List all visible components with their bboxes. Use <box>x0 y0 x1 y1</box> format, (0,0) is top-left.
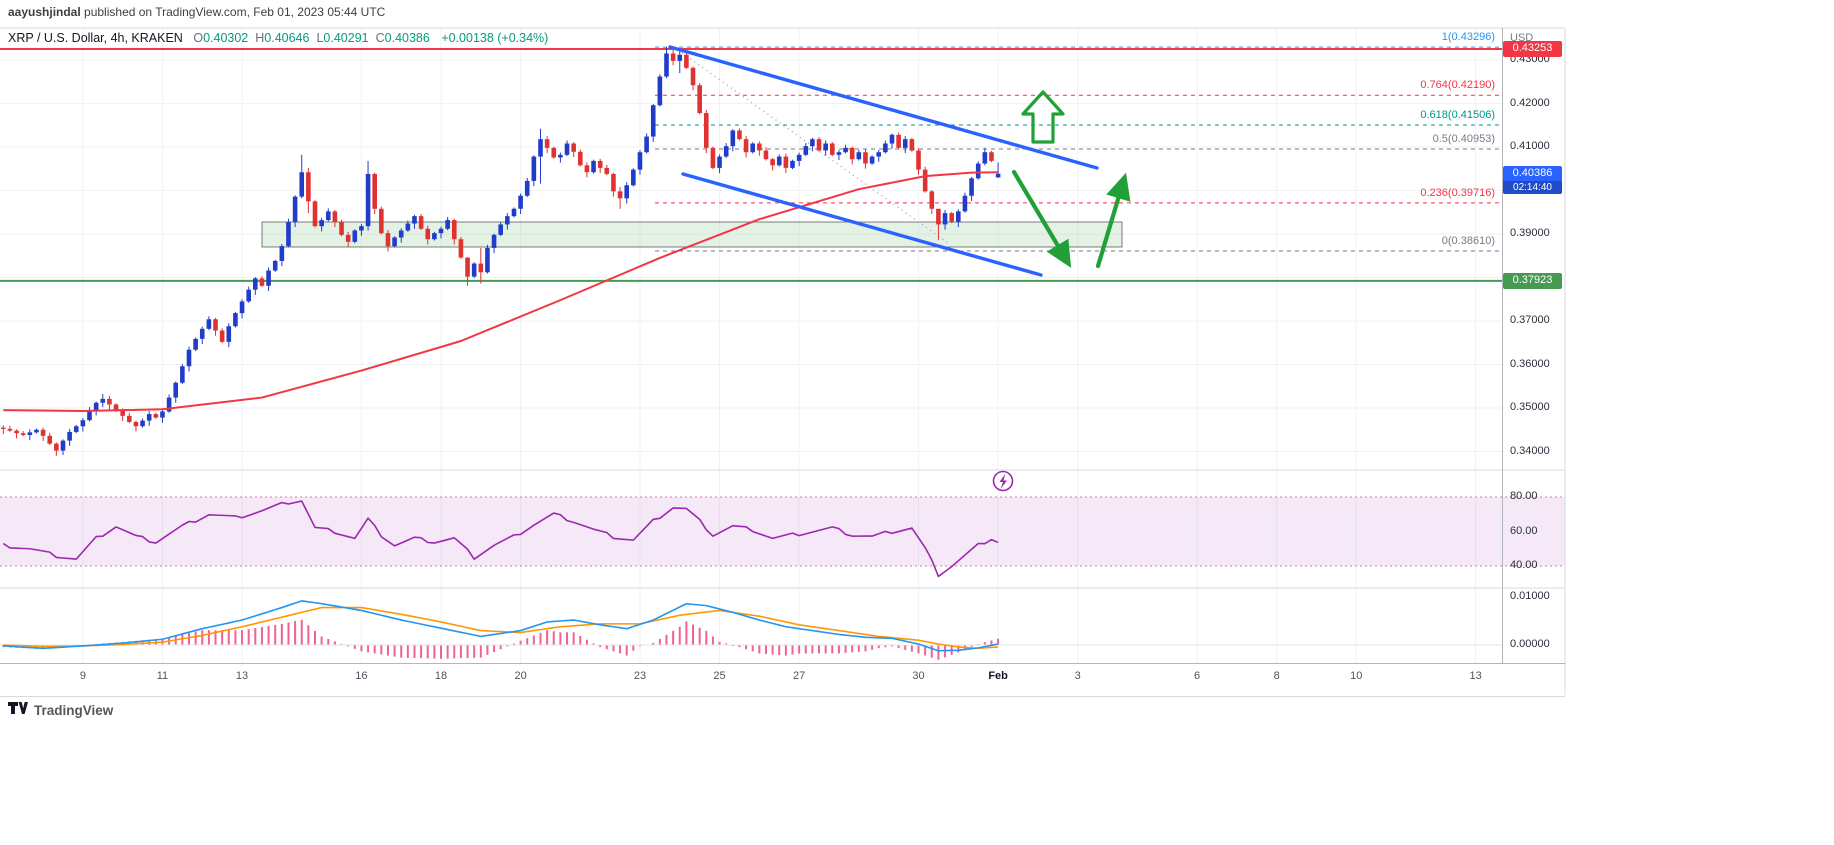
macd-line <box>3 600 999 652</box>
lightning-icon <box>999 473 1007 489</box>
author-name: aayushjindal <box>8 5 81 19</box>
macd-histogram <box>2 619 1000 660</box>
ohlc-values: O0.40302 H0.40646 L0.40291 C0.40386 <box>186 31 430 45</box>
macd-signal-line <box>3 606 999 650</box>
rsi-line <box>2 500 999 578</box>
change-text: +0.00138 (+0.34%) <box>441 31 549 45</box>
candlestick-series <box>1 46 1001 456</box>
ohlc-value: 0.40302 <box>203 31 249 45</box>
fib-level-label: 1(0.43296) <box>1441 31 1495 44</box>
fib-level-label: 0.764(0.42190) <box>1420 79 1495 92</box>
idea-marker-circle[interactable] <box>992 470 1014 492</box>
ohlc-key: O <box>193 31 204 45</box>
ohlc-key: H <box>255 31 265 45</box>
published-bar: aayushjindal published on TradingView.co… <box>8 5 385 19</box>
time-scale[interactable] <box>0 663 1565 697</box>
brand-text: TradingView <box>34 703 114 718</box>
fib-trend-diagonal[interactable] <box>677 49 949 244</box>
symbol-title[interactable]: XRP / U.S. Dollar, 4h, KRAKEN <box>8 31 183 45</box>
ohlc-value: 0.40386 <box>384 31 430 45</box>
fib-level-label: 0.5(0.40953) <box>1432 133 1495 146</box>
fib-level-label: 0.236(0.39716) <box>1420 186 1495 199</box>
trendline-drawing[interactable] <box>681 172 1043 277</box>
trendline-drawing[interactable] <box>668 45 1099 170</box>
ohlc-key: L <box>316 31 324 45</box>
footer: TradingView <box>8 700 113 721</box>
ohlc-key: C <box>375 31 385 45</box>
up-arrow-drawing[interactable] <box>1021 90 1065 144</box>
moving-average-line <box>3 171 999 413</box>
bounce-arrow-drawing[interactable] <box>1095 172 1131 269</box>
symbol-header: XRP / U.S. Dollar, 4h, KRAKEN O0.40302 H0… <box>8 31 548 45</box>
rsi-band <box>0 497 1565 566</box>
price-scale[interactable] <box>1502 28 1566 663</box>
ohlc-value: 0.40646 <box>264 31 310 45</box>
ohlc-value: 0.40291 <box>323 31 369 45</box>
published-text: published on TradingView.com, Feb 01, 20… <box>80 5 386 19</box>
support-zone-drawing[interactable] <box>261 221 1123 248</box>
fib-level-label: 0.618(0.41506) <box>1420 108 1495 121</box>
bounce-arrow-drawing[interactable] <box>1011 169 1072 268</box>
tradingview-logo-icon[interactable] <box>8 700 28 721</box>
fib-level-label: 0(0.38610) <box>1441 234 1495 247</box>
